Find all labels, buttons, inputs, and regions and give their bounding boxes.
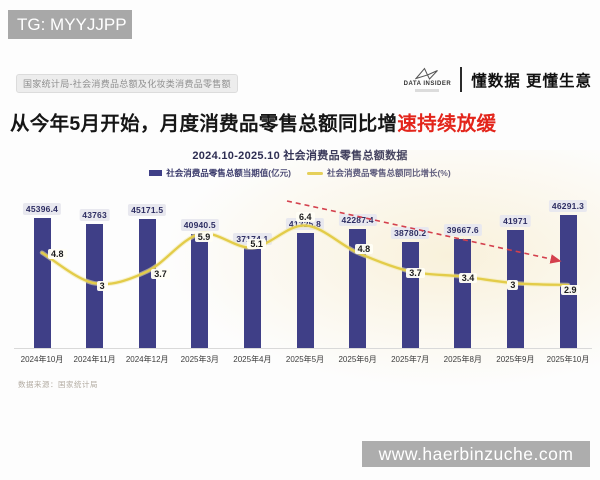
x-axis-label: 2025年5月 — [285, 355, 325, 364]
bar-value-label: 45396.4 — [22, 202, 62, 215]
brand-block: DATA INSIDER 懂数据 更懂生意 — [404, 67, 592, 92]
brand-caption — [415, 89, 440, 92]
x-axis-label: 2025年8月 — [443, 355, 482, 364]
line-value-label: 2.9 — [561, 285, 580, 295]
x-axis-label: 2025年6月 — [338, 355, 377, 364]
x-axis-line — [14, 348, 592, 349]
brand-logo: DATA INSIDER — [404, 67, 452, 92]
page-title-red: 速持续放缓 — [397, 113, 497, 135]
x-axis-label: 2024年11月 — [73, 355, 116, 364]
line-value-label: 3.7 — [151, 269, 170, 280]
page-title-black: 从今年5月开始，月度消费品零售总额同比增 — [10, 113, 398, 135]
brand-name: DATA INSIDER — [403, 81, 452, 87]
legend-bar-swatch — [149, 170, 163, 176]
header-tag: 国家统计局-社会消费品总额及化妆类消费品零售额 — [16, 74, 238, 93]
data-source: 数据来源：国家统计局 — [18, 380, 98, 389]
x-axis-label: 2025年3月 — [180, 355, 219, 364]
x-axis-label: 2025年7月 — [391, 355, 430, 364]
bar-value-label: 43763 — [79, 208, 110, 221]
line-value-label: 6.4 — [296, 211, 315, 222]
line-value-label: 3 — [507, 280, 519, 291]
paper-plane-icon — [415, 67, 439, 80]
x-axis-label: 2025年9月 — [496, 355, 535, 364]
x-axis-label: 2024年12月 — [125, 355, 169, 364]
line-value-label: 3.7 — [406, 268, 425, 279]
line-value-label: 5.1 — [247, 238, 266, 249]
tg-badge: TG: MYYJJPP — [8, 10, 132, 39]
x-axis-label: 2025年4月 — [233, 355, 272, 364]
line-value-label: 3.4 — [458, 272, 478, 283]
line-value-label: 3 — [96, 281, 108, 292]
line-value-label: 5.9 — [194, 232, 214, 242]
page-title: 从今年5月开始，月度消费品零售总额同比增速持续放缓 — [10, 107, 496, 136]
brand-slogan: 懂数据 更懂生意 — [471, 72, 592, 90]
line-value-label: 4.8 — [354, 243, 374, 254]
watermark: www.haerbinzuche.com — [362, 441, 590, 467]
bar-value-label: 45171.5 — [128, 203, 167, 216]
line-value-label: 4.8 — [48, 248, 67, 259]
brand-divider — [460, 67, 463, 92]
x-axis-label: 2024年10月 — [20, 355, 64, 364]
x-axis-label: 2025年10月 — [546, 355, 590, 364]
